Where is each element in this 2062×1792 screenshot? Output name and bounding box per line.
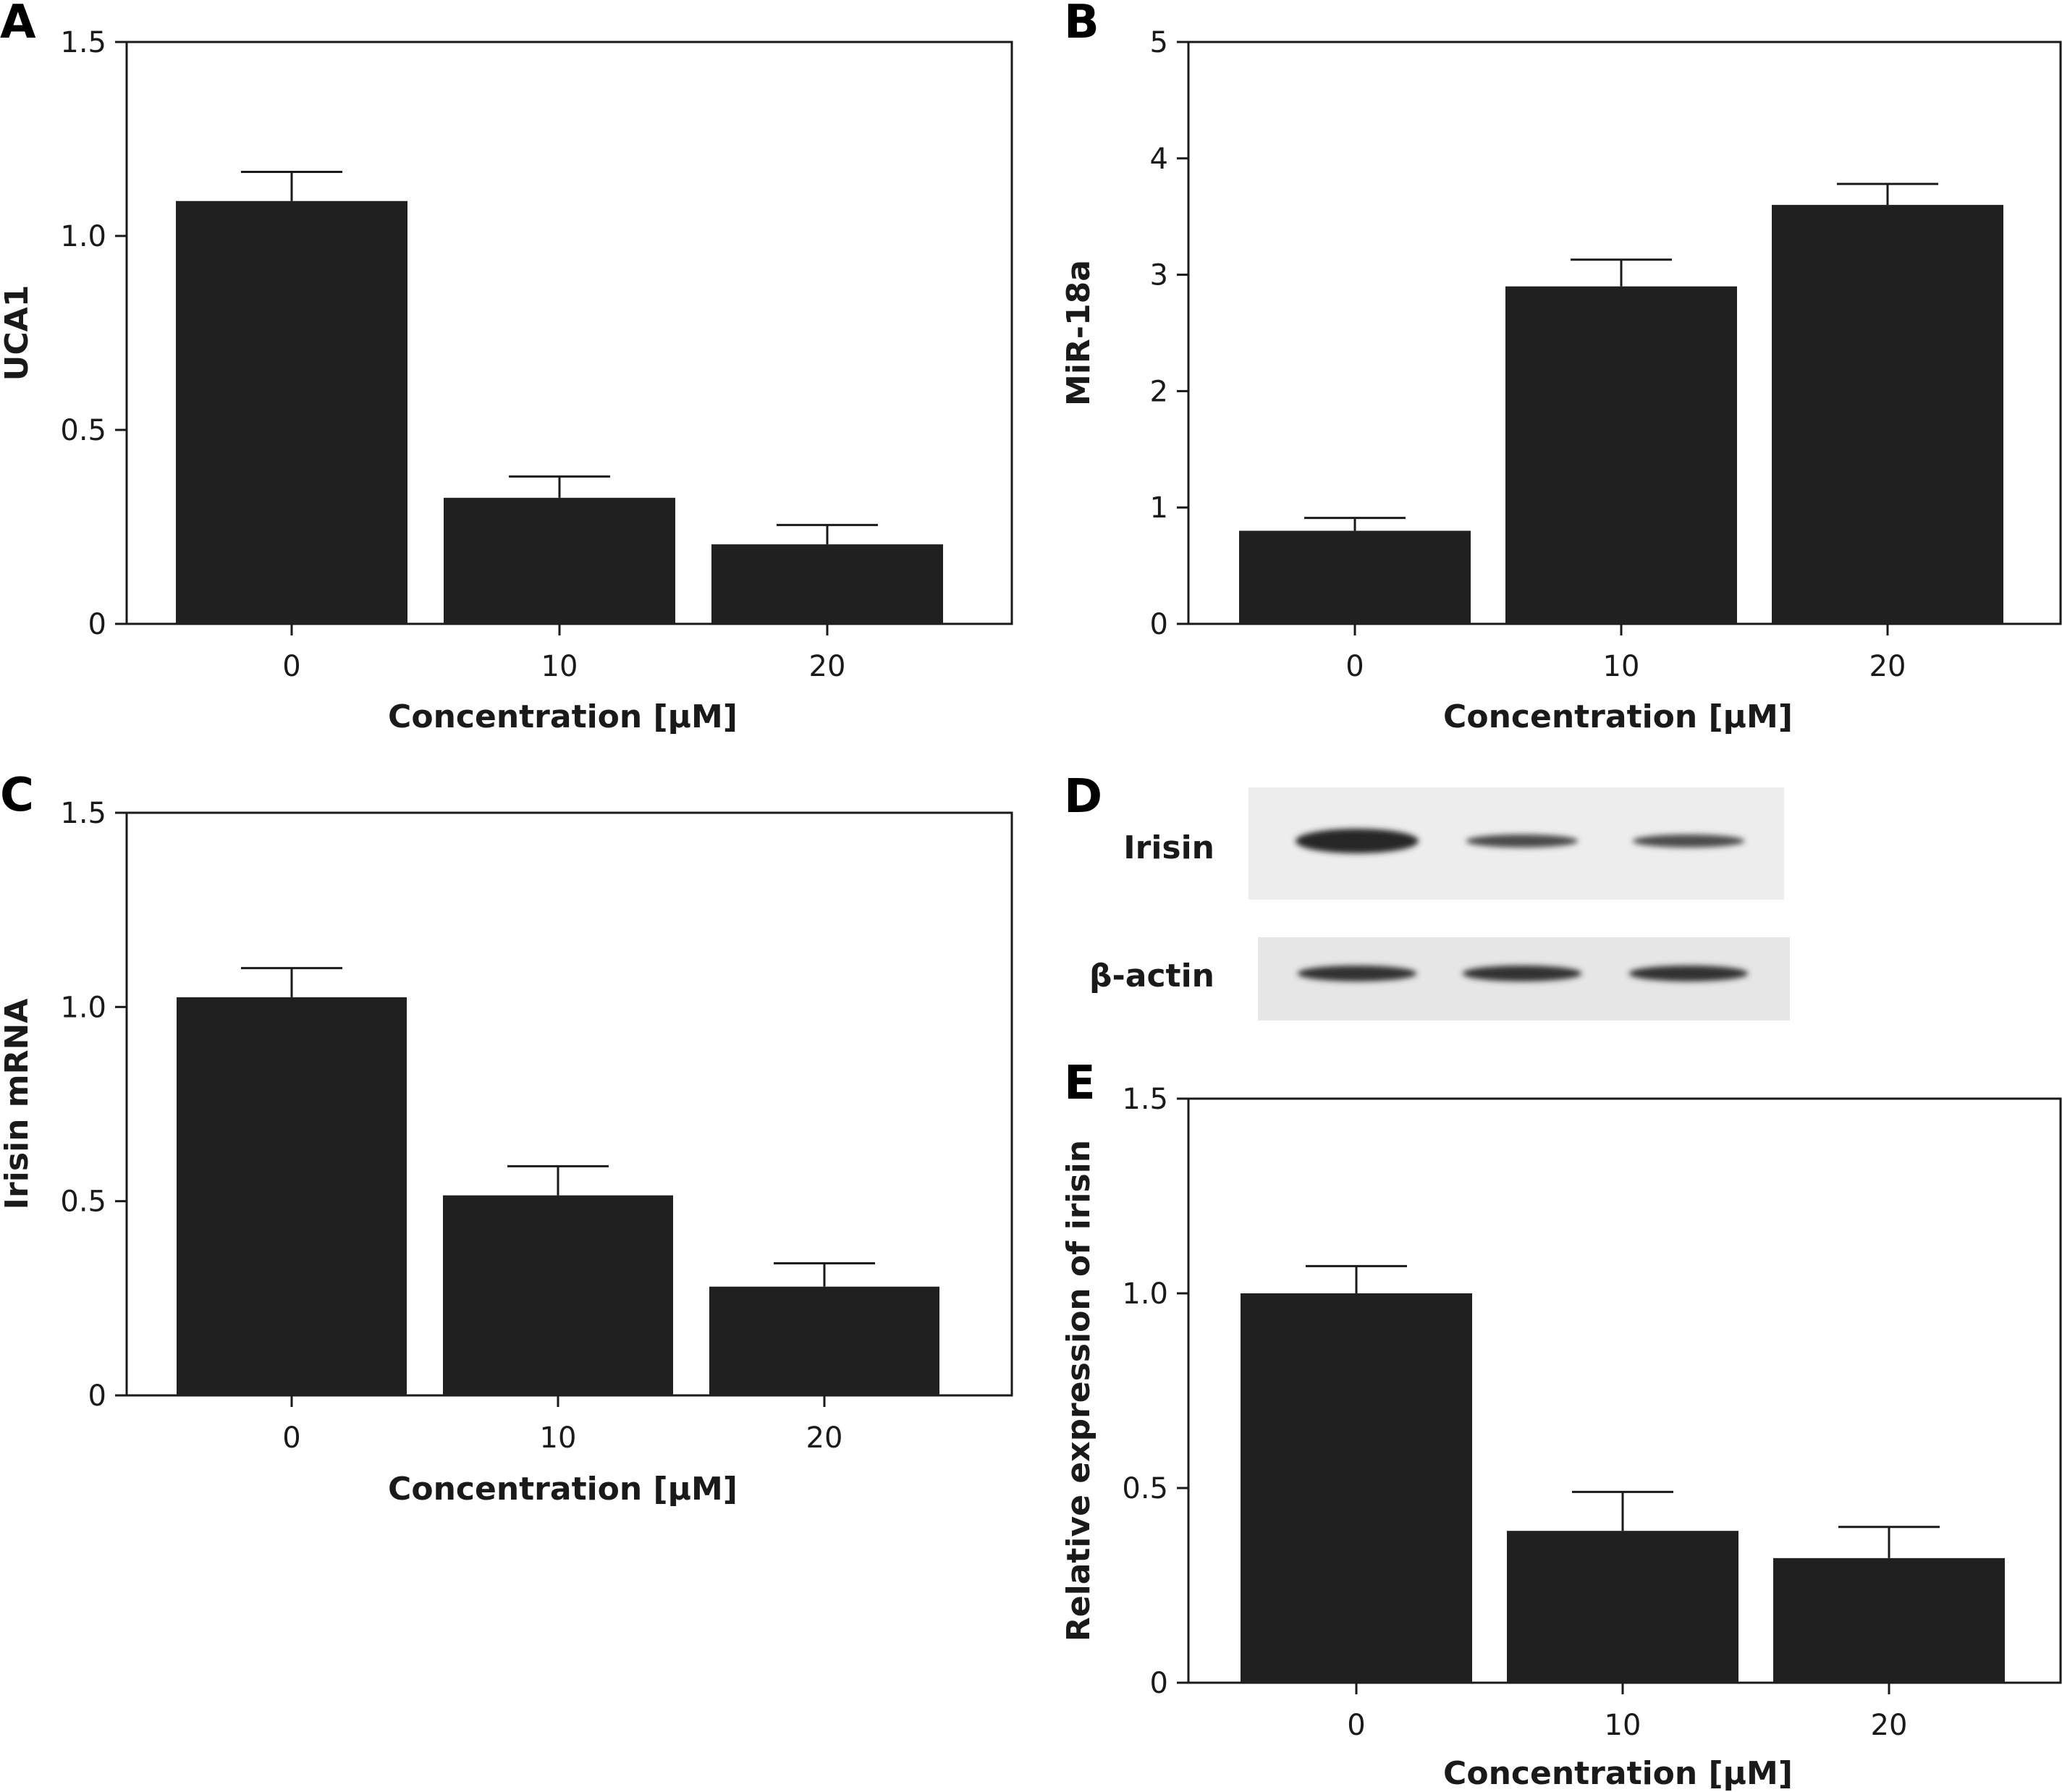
- chart-c-xtick-label: 10: [540, 1421, 577, 1455]
- chart-b-bar: [1505, 286, 1737, 624]
- chart-c-bar: [443, 1195, 673, 1395]
- blot-bands: [1296, 829, 1749, 981]
- chart-b-ytick-label: 1: [1150, 491, 1168, 525]
- chart-a-xlabel: Concentration [μM]: [388, 698, 738, 735]
- chart-e-ytick-label: 0: [1150, 1667, 1168, 1700]
- chart-c-bar: [709, 1286, 939, 1395]
- chart-c-xlabel: Concentration [μM]: [388, 1471, 738, 1508]
- chart-e-xtick-label: 0: [1347, 1709, 1365, 1742]
- blot-band-irisin: [1296, 829, 1419, 853]
- chart-e-bar: [1241, 1293, 1472, 1683]
- chart-b-ytick-label: 3: [1150, 259, 1168, 292]
- chart-a-xtick-label: 0: [282, 650, 300, 683]
- chart-e-ytick-label: 1.5: [1122, 1083, 1168, 1116]
- chart-a-xtick-label: 20: [809, 650, 846, 683]
- chart-c-irisin-mrna: 0 0.5 1.0 1.5 0 10 20 Concentration [μM] Irisin …: [0, 797, 1013, 1508]
- chart-b-mir18a: 0 1 2 3 4 5 0 10 20 Concentration [μM] MiR-18a: [1060, 26, 2062, 735]
- chart-c-ytick-label: 1.5: [60, 797, 106, 830]
- chart-a-ytick-label: 1.0: [60, 220, 106, 253]
- chart-b-xtick-label: 20: [1869, 650, 1906, 683]
- chart-b-xtick-label: 0: [1345, 650, 1364, 683]
- chart-e-bar: [1507, 1531, 1738, 1683]
- chart-e-ylabel: Relative expression of irisin: [1060, 1140, 1097, 1641]
- chart-c-xtick-label: 0: [282, 1421, 300, 1455]
- chart-b-ylabel: MiR-18a: [1060, 260, 1097, 406]
- chart-c-ytick-label: 0.5: [60, 1185, 106, 1219]
- blot-band-irisin: [1632, 834, 1745, 848]
- chart-b-bar: [1772, 205, 2003, 624]
- chart-c-ylabel: Irisin mRNA: [0, 999, 35, 1210]
- chart-e-relative-irisin: 0 0.5 1.0 1.5 0 10 20 Concentration [μM] Relativ…: [1060, 1083, 2062, 1792]
- chart-e-xtick-label: 10: [1605, 1709, 1641, 1742]
- chart-a-ucа1: 0 0.5 1.0 1.5 0 10 20 Concentration [μM] UCA1: [0, 26, 1013, 735]
- chart-e-xtick-label: 20: [1871, 1709, 1908, 1742]
- chart-b-ytick-label: 0: [1150, 608, 1168, 641]
- chart-a-xtick-label: 10: [541, 650, 578, 683]
- panel-letter-e: E: [1064, 1057, 1096, 1110]
- blot-band-actin: [1462, 965, 1582, 981]
- panel-letter-c: C: [0, 769, 34, 822]
- chart-a-ytick-label: 0: [88, 608, 106, 641]
- chart-a-ytick-label: 0.5: [60, 414, 106, 447]
- chart-e-xlabel: Concentration [μM]: [1443, 1755, 1793, 1792]
- chart-b-ytick-label: 5: [1150, 26, 1168, 59]
- chart-c-ytick-label: 0: [88, 1379, 106, 1413]
- panel-letter-b: B: [1064, 0, 1099, 49]
- chart-b-ytick-label: 4: [1150, 143, 1168, 176]
- chart-a-ylabel: UCA1: [0, 285, 35, 381]
- chart-b-xtick-label: 10: [1603, 650, 1640, 683]
- chart-a-bar: [176, 200, 407, 624]
- blot-band-actin: [1297, 965, 1417, 981]
- chart-a-bar: [711, 544, 943, 624]
- chart-b-ytick-label: 2: [1150, 375, 1168, 408]
- chart-e-ytick-label: 1.0: [1122, 1277, 1168, 1311]
- blot-band-actin: [1628, 965, 1749, 981]
- chart-e-ytick-label: 0.5: [1122, 1472, 1168, 1505]
- blot-label-actin: β-actin: [1089, 958, 1214, 994]
- chart-a-bar: [444, 497, 675, 624]
- panel-letter-a: A: [0, 0, 36, 49]
- chart-c-ytick-label: 1.0: [60, 991, 106, 1024]
- western-blot: Irisin β-actin: [1089, 787, 1790, 1020]
- panel-letter-d: D: [1064, 770, 1102, 824]
- chart-c-xtick-label: 20: [806, 1421, 843, 1455]
- chart-a-ytick-label: 1.5: [60, 26, 106, 59]
- blot-label-irisin: Irisin: [1123, 829, 1214, 866]
- chart-b-xlabel: Concentration [μM]: [1443, 698, 1793, 735]
- blot-band-irisin: [1466, 834, 1579, 848]
- chart-c-bar: [177, 997, 407, 1395]
- chart-e-bar: [1773, 1558, 2005, 1683]
- chart-b-bar: [1239, 531, 1471, 624]
